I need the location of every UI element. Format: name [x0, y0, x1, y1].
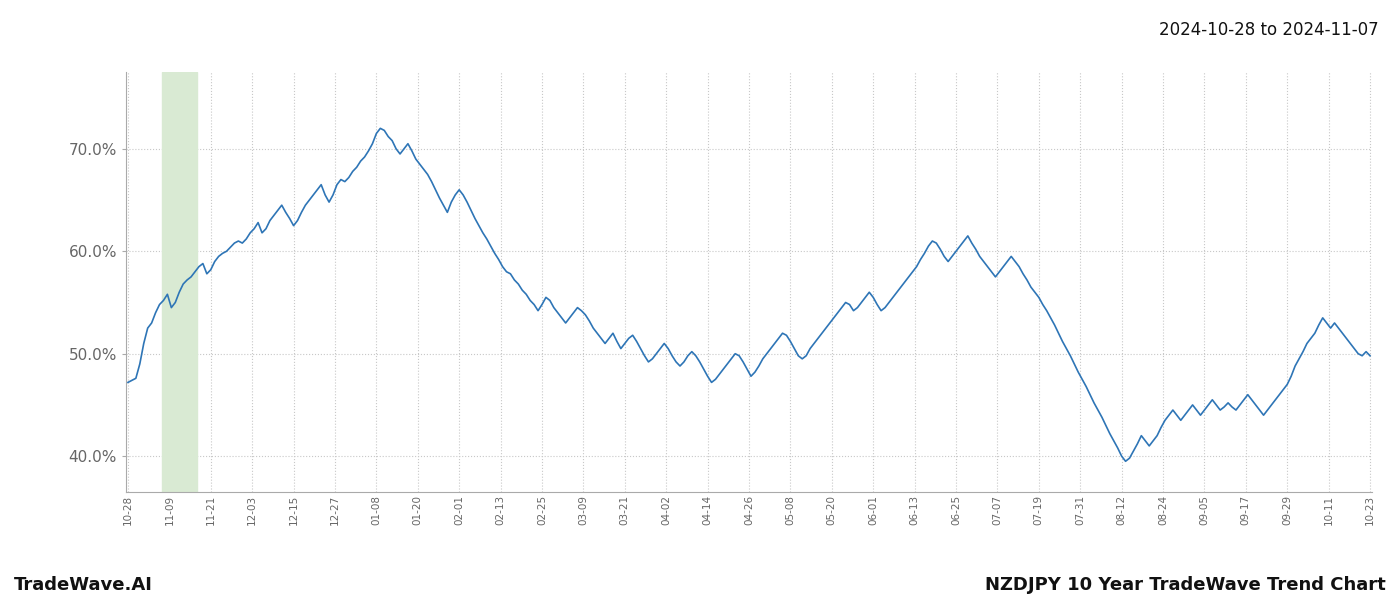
Text: 2024-10-28 to 2024-11-07: 2024-10-28 to 2024-11-07 [1159, 21, 1379, 39]
Text: NZDJPY 10 Year TradeWave Trend Chart: NZDJPY 10 Year TradeWave Trend Chart [986, 576, 1386, 594]
Text: TradeWave.AI: TradeWave.AI [14, 576, 153, 594]
Bar [161, 72, 196, 492]
